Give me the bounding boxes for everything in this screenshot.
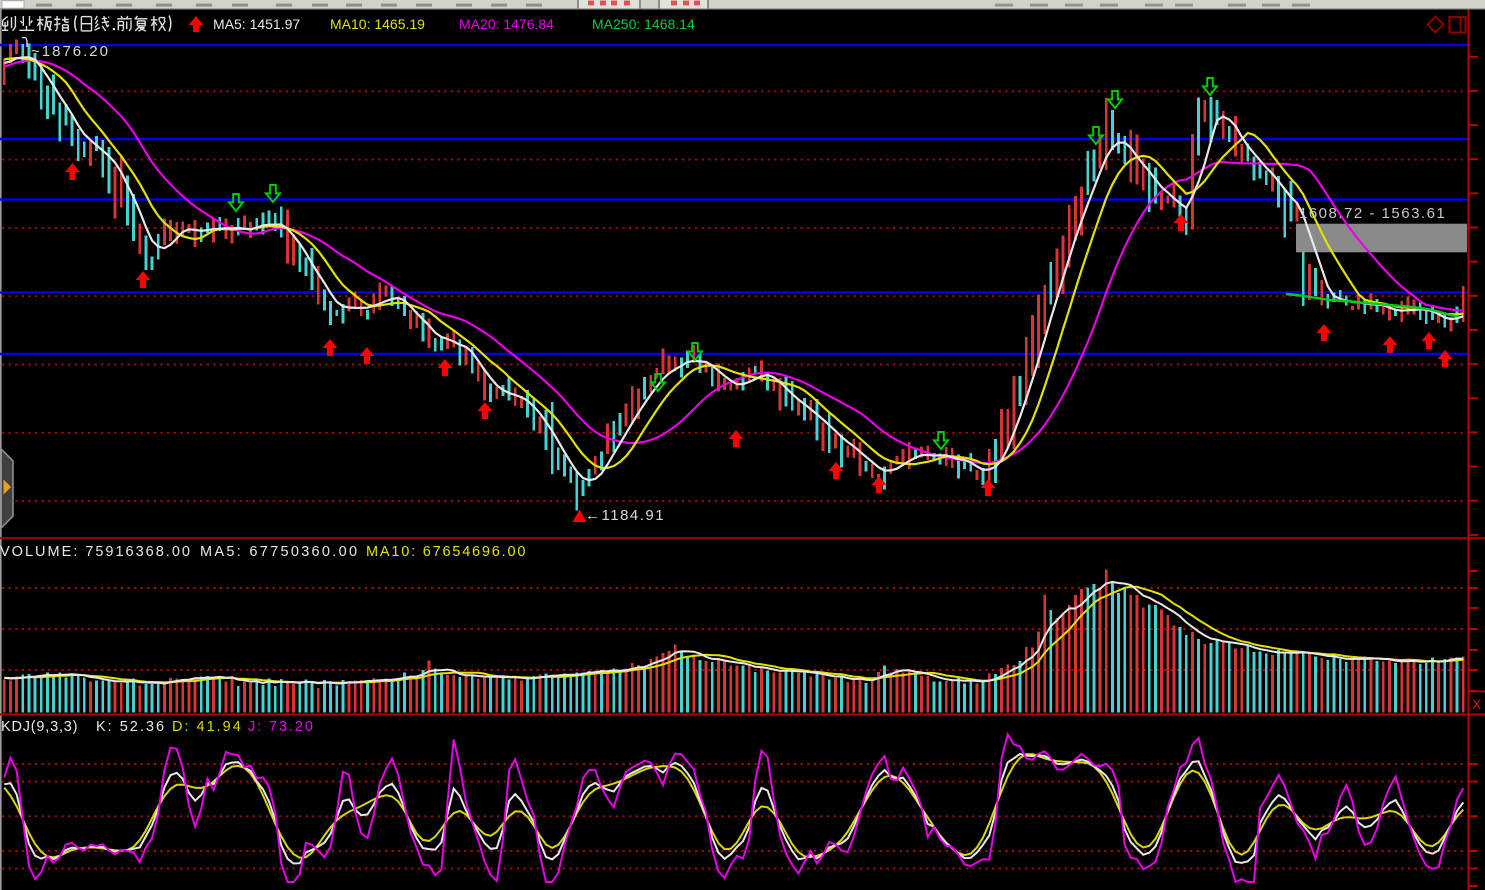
svg-text:K: 52.36: K: 52.36 — [96, 719, 166, 735]
svg-text:←1184.91: ←1184.91 — [585, 507, 665, 524]
svg-text:MA20: 1476.84: MA20: 1476.84 — [459, 16, 554, 32]
svg-text:D: 41.94: D: 41.94 — [172, 719, 243, 735]
svg-text:MA5: 1451.97: MA5: 1451.97 — [213, 16, 300, 32]
svg-text:~1876.20: ~1876.20 — [31, 43, 110, 60]
svg-text:MA10: 1465.19: MA10: 1465.19 — [330, 16, 425, 32]
svg-text:MA250: 1468.14: MA250: 1468.14 — [592, 16, 695, 32]
svg-text:KDJ(9,3,3): KDJ(9,3,3) — [1, 719, 78, 735]
svg-text:MA10: 67654696.00: MA10: 67654696.00 — [366, 544, 527, 560]
svg-text:MA5: 67750360.00: MA5: 67750360.00 — [200, 544, 359, 560]
svg-text:J: 73.20: J: 73.20 — [248, 719, 315, 735]
svg-text:VOLUME: 75916368.00: VOLUME: 75916368.00 — [0, 544, 192, 560]
svg-text:X: X — [1472, 696, 1482, 712]
svg-text:1608.72 - 1563.61: 1608.72 - 1563.61 — [1299, 205, 1446, 222]
